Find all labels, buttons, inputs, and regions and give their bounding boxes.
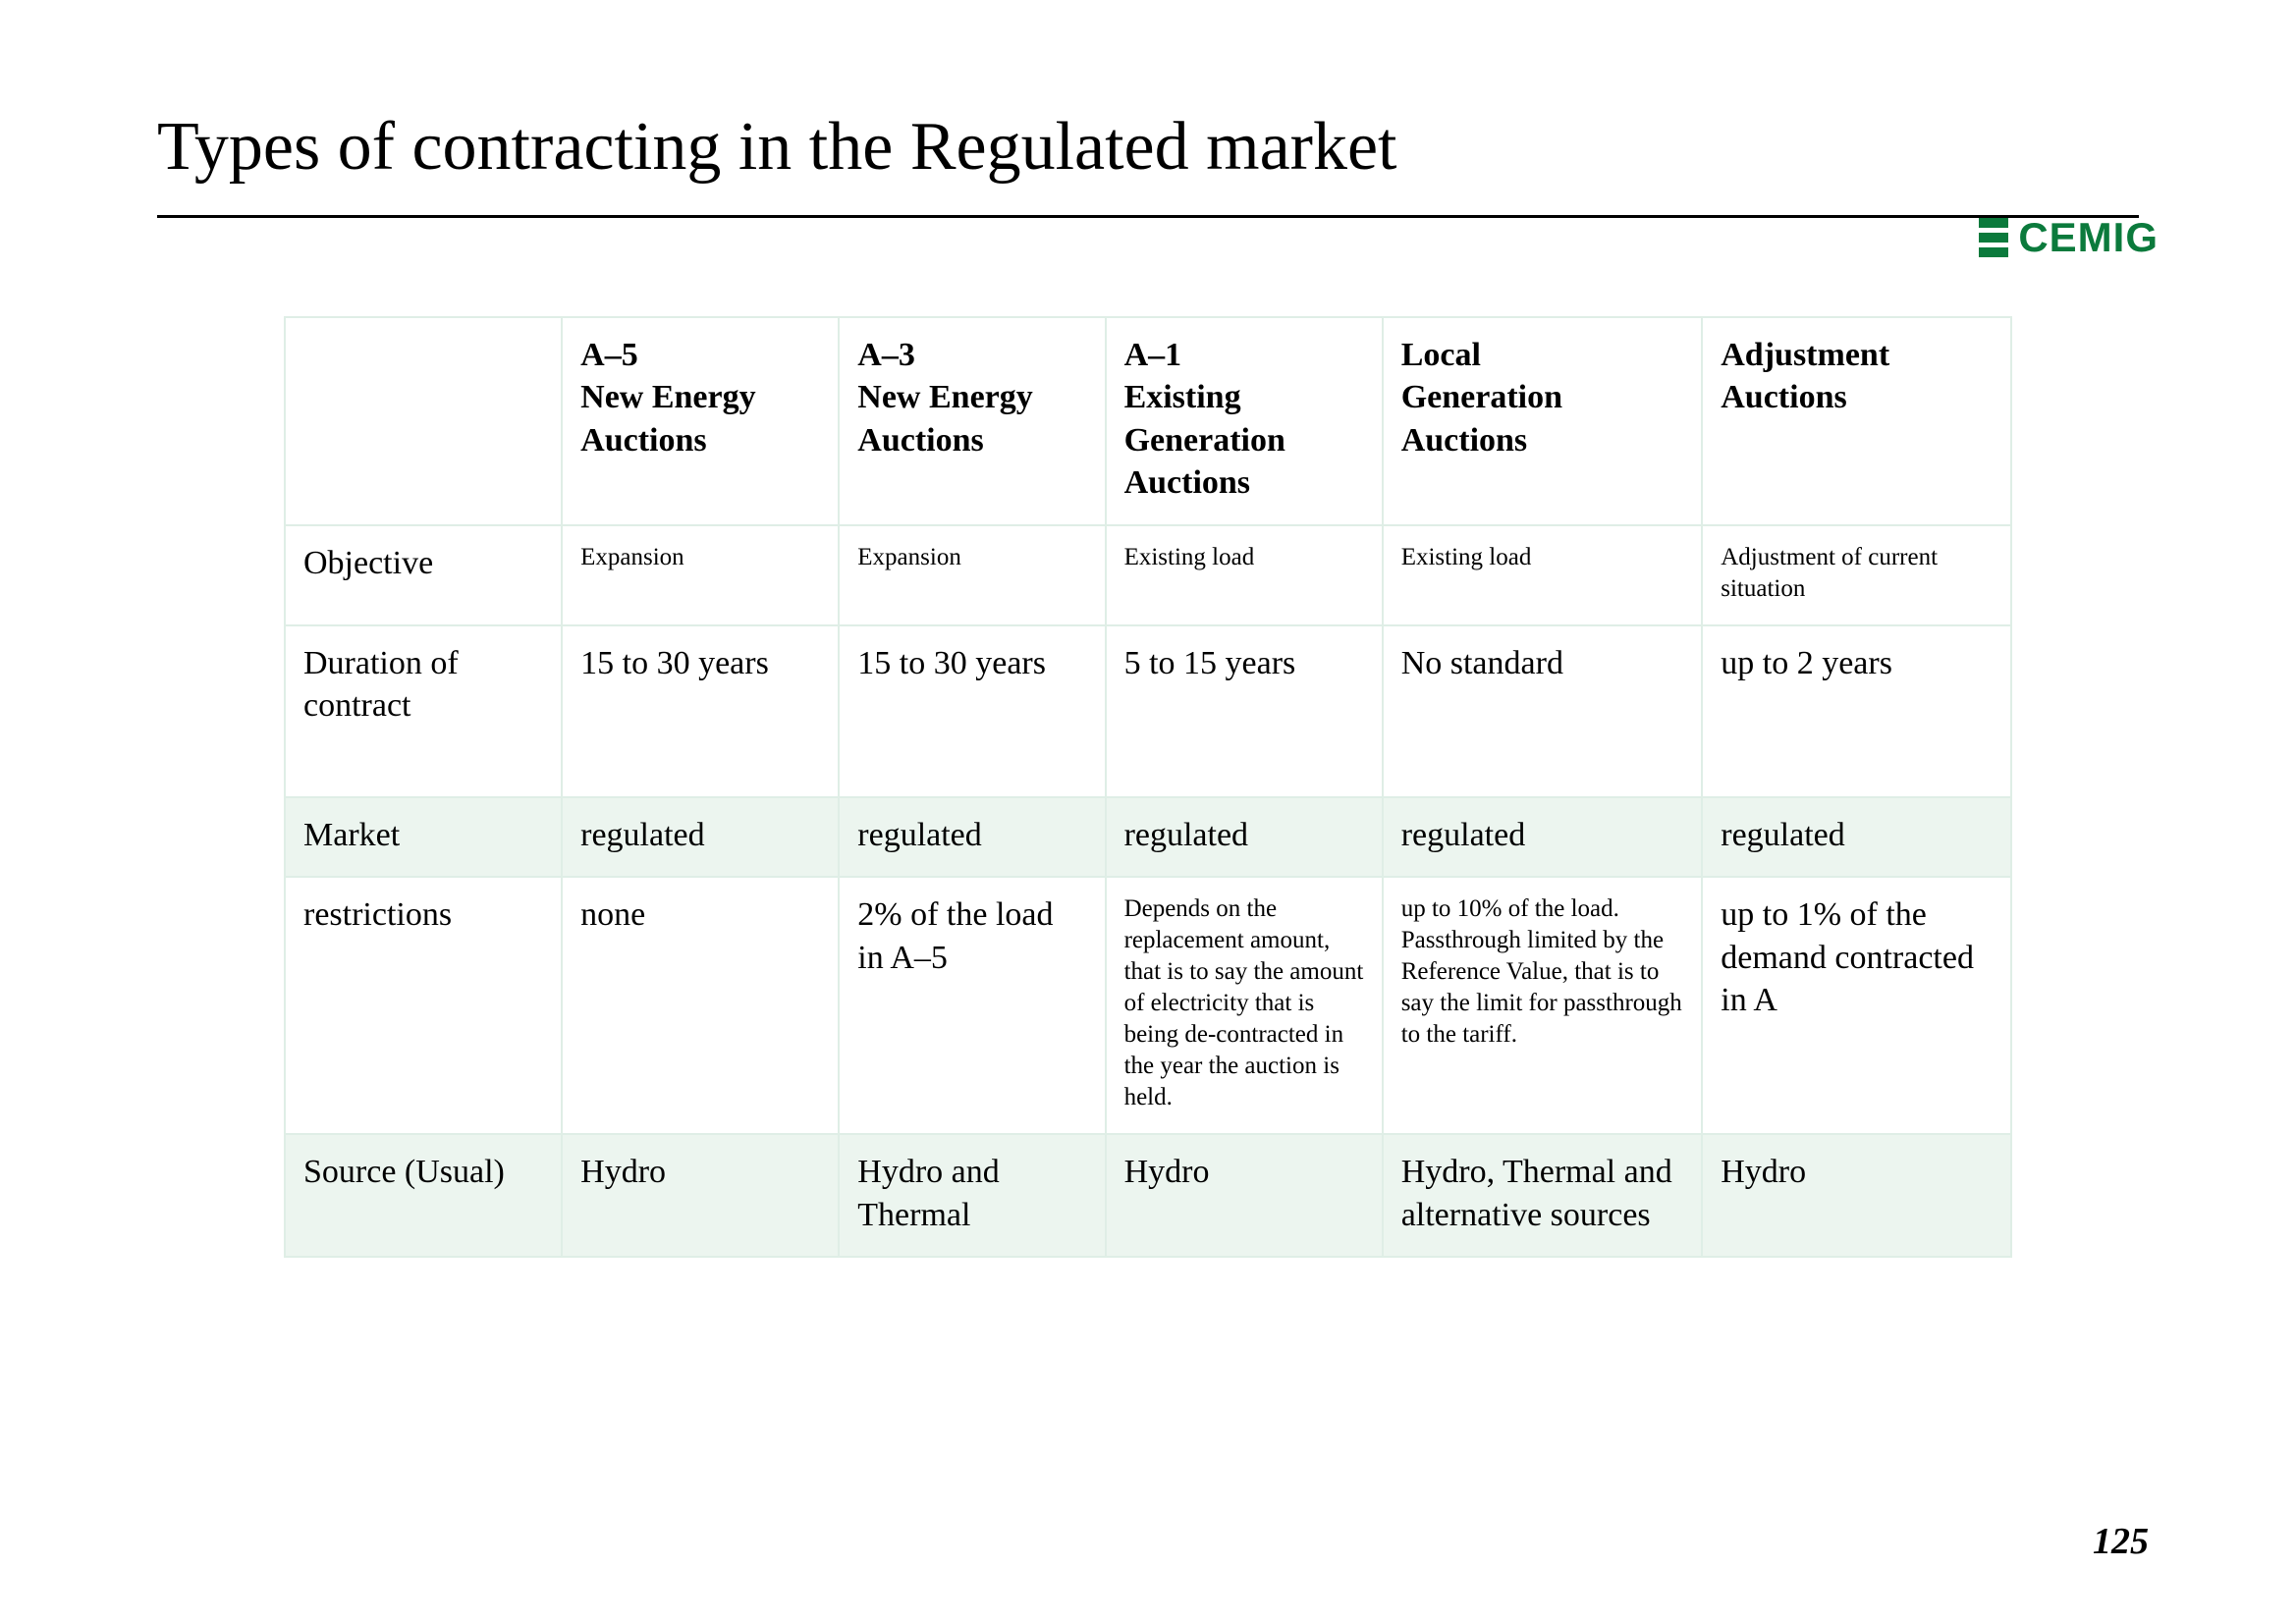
table-cell: Existing load (1106, 525, 1383, 625)
table-body: ObjectiveExpansionExpansionExisting load… (285, 525, 2011, 1258)
title-rule (157, 215, 2139, 218)
table-cell: Hydro, Thermal and alternative sources (1383, 1134, 1703, 1257)
table-cell: Hydro and Thermal (839, 1134, 1105, 1257)
logo-bars-icon (1979, 218, 2008, 257)
table-cell: Expansion (839, 525, 1105, 625)
table-row: ObjectiveExpansionExpansionExisting load… (285, 525, 2011, 625)
row-label: restrictions (285, 877, 562, 1134)
table-cell: 15 to 30 years (839, 625, 1105, 797)
table-cell: Hydro (562, 1134, 839, 1257)
col-header: AdjustmentAuctions (1702, 317, 2011, 525)
table-cell: Existing load (1383, 525, 1703, 625)
table-cell: up to 2 years (1702, 625, 2011, 797)
page-title: Types of contracting in the Regulated ma… (157, 108, 1532, 188)
col-header: LocalGenerationAuctions (1383, 317, 1703, 525)
table-cell: regulated (1106, 797, 1383, 878)
table-row: Marketregulatedregulatedregulatedregulat… (285, 797, 2011, 878)
table-cell: 15 to 30 years (562, 625, 839, 797)
slide: Types of contracting in the Regulated ma… (0, 0, 2296, 1622)
table-cell: Hydro (1702, 1134, 2011, 1257)
table-row: restrictionsnone2% of the load in A–5Dep… (285, 877, 2011, 1134)
table-header-row: A–5New EnergyAuctionsA–3New EnergyAuctio… (285, 317, 2011, 525)
table-row: Duration of contract15 to 30 years15 to … (285, 625, 2011, 797)
table-cell: regulated (1383, 797, 1703, 878)
table-cell: regulated (839, 797, 1105, 878)
table-cell: 5 to 15 years (1106, 625, 1383, 797)
logo-text: CEMIG (2018, 214, 2159, 261)
row-label: Source (Usual) (285, 1134, 562, 1257)
col-header: A–3New EnergyAuctions (839, 317, 1105, 525)
table-cell: regulated (562, 797, 839, 878)
row-label: Market (285, 797, 562, 878)
row-label: Objective (285, 525, 562, 625)
page-number: 125 (2093, 1520, 2149, 1563)
col-header: A–5New EnergyAuctions (562, 317, 839, 525)
table-row: Source (Usual)HydroHydro and ThermalHydr… (285, 1134, 2011, 1257)
table-cell: Hydro (1106, 1134, 1383, 1257)
table-cell: Adjustment of current situation (1702, 525, 2011, 625)
table-cell: regulated (1702, 797, 2011, 878)
contracting-table: A–5New EnergyAuctionsA–3New EnergyAuctio… (284, 316, 2012, 1259)
table-cell: none (562, 877, 839, 1134)
table-cell: No standard (1383, 625, 1703, 797)
brand-logo: CEMIG (1979, 214, 2159, 261)
col-header: A–1ExistingGenerationAuctions (1106, 317, 1383, 525)
col-header-rowlabel (285, 317, 562, 525)
table-head: A–5New EnergyAuctionsA–3New EnergyAuctio… (285, 317, 2011, 525)
row-label: Duration of contract (285, 625, 562, 797)
table-cell: Depends on the replacement amount, that … (1106, 877, 1383, 1134)
table-cell: up to 10% of the load. Passthrough limit… (1383, 877, 1703, 1134)
table-cell: 2% of the load in A–5 (839, 877, 1105, 1134)
table-cell: Expansion (562, 525, 839, 625)
table-cell: up to 1% of the demand contracted in A (1702, 877, 2011, 1134)
table-container: A–5New EnergyAuctionsA–3New EnergyAuctio… (157, 316, 2139, 1259)
